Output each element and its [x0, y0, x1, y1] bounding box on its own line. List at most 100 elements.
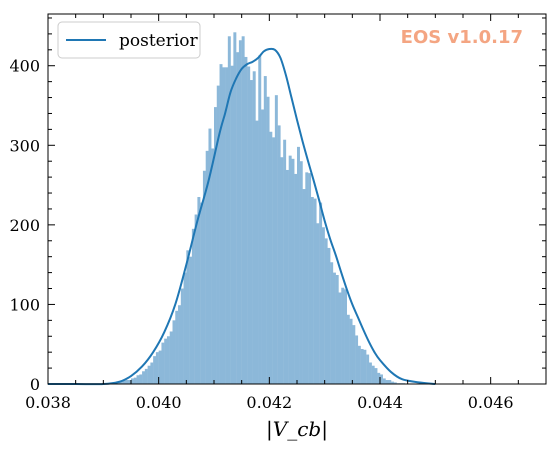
histogram-bar: [263, 76, 267, 384]
histogram-bar: [382, 378, 386, 384]
x-tick-label: 0.046: [468, 393, 514, 412]
histogram-bar: [211, 148, 215, 384]
y-tick-label: 400: [9, 57, 40, 76]
legend-box: [57, 21, 201, 59]
x-tick-label: 0.038: [25, 393, 71, 412]
histogram-bar: [363, 349, 367, 384]
histogram-bar: [355, 335, 359, 384]
histogram-bar: [283, 139, 287, 384]
histogram-bar: [366, 354, 370, 384]
histogram-bar: [299, 161, 303, 384]
histogram-bar: [172, 320, 176, 384]
histogram-bar: [360, 348, 364, 384]
histogram-bar: [346, 314, 350, 384]
histogram-bar: [357, 345, 361, 384]
histogram-bar: [377, 372, 381, 384]
eos-watermark: EOS v1.0.17: [401, 27, 523, 48]
histogram-bar: [313, 198, 317, 384]
histogram-bar: [166, 336, 170, 384]
histogram-bar: [225, 67, 229, 384]
histogram-bar: [164, 338, 168, 384]
histogram-bar: [310, 197, 314, 384]
histogram-bar: [352, 325, 356, 384]
histogram-bar: [266, 96, 270, 384]
histogram-bar: [272, 137, 276, 384]
histogram-bar: [341, 287, 345, 384]
histogram-bar: [227, 36, 231, 384]
y-tick-label: 100: [9, 295, 40, 314]
x-tick-label: 0.044: [357, 393, 403, 412]
histogram-bar: [119, 381, 123, 384]
histogram-bar: [368, 362, 372, 384]
histogram-bar: [183, 272, 187, 384]
histogram-bars: [114, 32, 406, 385]
histogram-bar: [297, 146, 300, 384]
histogram-bar: [161, 342, 165, 384]
x-tick-label: 0.040: [136, 393, 182, 412]
y-tick-label: 0: [30, 375, 40, 394]
histogram-bar: [131, 378, 134, 384]
histogram-bar: [125, 380, 129, 384]
histogram-bar: [371, 365, 375, 384]
x-axis-label: |V_cb|: [266, 417, 328, 442]
plot-frame: [47, 13, 547, 385]
histogram-bar: [214, 107, 217, 384]
x-tick-label: 0.042: [246, 393, 292, 412]
x-tick-labels: 0.038 0.040 0.042 0.044 0.046: [25, 393, 513, 412]
histogram-bar: [186, 250, 190, 384]
histogram-bar: [294, 173, 298, 384]
histogram-bar: [335, 274, 339, 384]
histogram-bar: [180, 288, 184, 384]
histogram-bar: [344, 289, 347, 384]
histogram-bar: [247, 66, 251, 385]
y-tick-label: 300: [9, 136, 40, 155]
histogram-bar: [153, 356, 157, 384]
histogram-bar: [150, 362, 154, 384]
histogram-bar: [241, 36, 245, 384]
histogram-bar: [155, 352, 159, 384]
histogram-bar: [288, 155, 292, 384]
histogram-bar: [258, 55, 262, 384]
histogram-bar: [277, 125, 281, 384]
histogram-bar: [202, 170, 206, 384]
histogram-bar: [230, 65, 234, 384]
histogram-bar: [321, 227, 325, 384]
histogram-bar: [285, 169, 289, 384]
histogram-bar: [391, 381, 395, 384]
histogram-bar: [194, 214, 198, 384]
histogram-bar: [385, 380, 389, 384]
legend: posterior: [57, 21, 201, 59]
histogram-bar: [332, 272, 336, 384]
histogram-bar: [280, 157, 284, 384]
histogram-bar: [338, 292, 342, 384]
histogram-bar: [169, 331, 173, 384]
histogram-bar: [308, 173, 312, 384]
histogram-bar: [393, 382, 397, 384]
histogram-bar: [374, 368, 378, 384]
histogram-bar: [249, 80, 253, 385]
histogram-bar: [233, 32, 237, 384]
histogram-bar: [133, 377, 137, 384]
histogram-bar: [305, 172, 309, 384]
histogram-bar: [269, 131, 273, 384]
histogram-bar: [178, 305, 181, 384]
histogram-bar: [136, 375, 140, 384]
histogram-bar: [205, 150, 209, 384]
histogram-bar: [219, 64, 223, 385]
histogram-bar: [122, 380, 126, 384]
histogram-bar: [238, 40, 242, 385]
histogram-bar: [255, 120, 259, 384]
histogram-bar: [200, 202, 204, 384]
histogram-bar: [327, 247, 331, 384]
histogram-bar: [349, 318, 353, 384]
histogram-bar: [380, 374, 383, 384]
y-tick-labels: 0 100 200 300 400: [9, 57, 40, 394]
histogram-bar: [191, 228, 195, 384]
histogram-bar: [144, 368, 148, 384]
histogram-bar: [158, 350, 162, 384]
histogram-bar: [388, 380, 392, 384]
histogram-bar: [291, 158, 295, 384]
histogram-bar: [128, 380, 132, 384]
histogram-bar: [142, 371, 146, 384]
